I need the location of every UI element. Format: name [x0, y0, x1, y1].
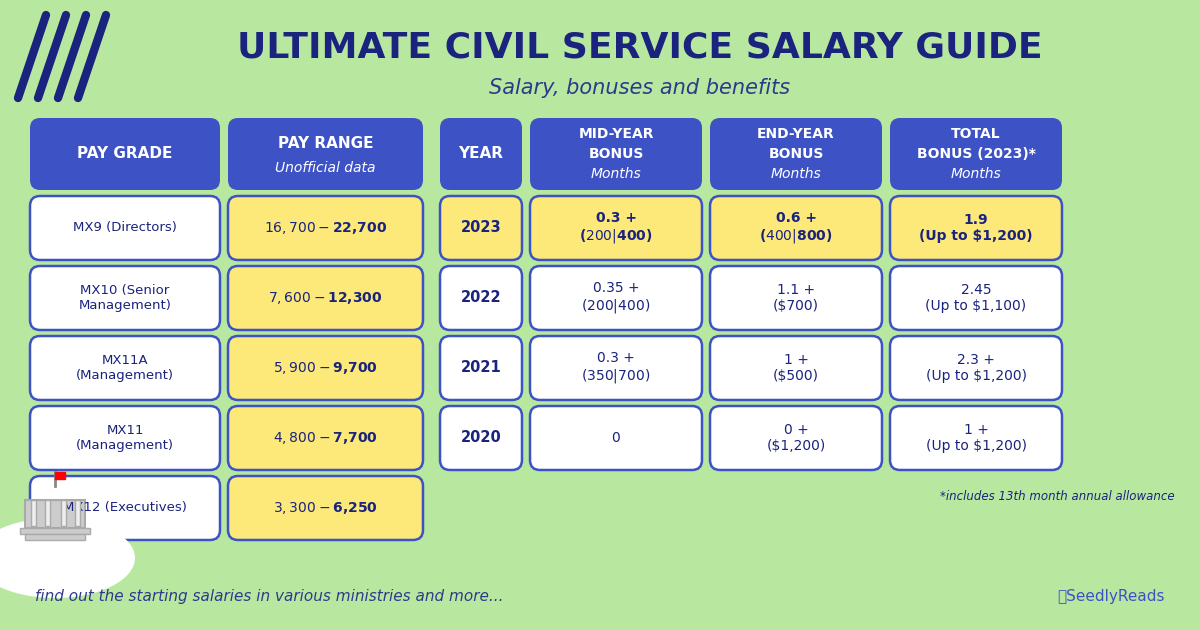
Text: MX9 (Directors): MX9 (Directors) — [73, 222, 176, 234]
Bar — [60, 500, 66, 526]
Text: *includes 13th month annual allowance: *includes 13th month annual allowance — [941, 490, 1175, 503]
Ellipse shape — [0, 518, 134, 598]
Text: 0.6 +
($400|$800): 0.6 + ($400|$800) — [760, 211, 833, 245]
Text: MX12 (Executives): MX12 (Executives) — [64, 501, 187, 515]
Bar — [55, 472, 65, 479]
FancyBboxPatch shape — [710, 196, 882, 260]
Text: $4,800 - $7,700: $4,800 - $7,700 — [274, 430, 378, 446]
Text: 0.3 +
($200|$400): 0.3 + ($200|$400) — [580, 211, 653, 245]
FancyBboxPatch shape — [440, 118, 522, 190]
Text: END-YEAR: END-YEAR — [757, 127, 835, 141]
FancyBboxPatch shape — [890, 266, 1062, 330]
Text: $16,700 - $22,700: $16,700 - $22,700 — [264, 220, 388, 236]
Text: $3,300 - $6,250: $3,300 - $6,250 — [274, 500, 378, 516]
FancyBboxPatch shape — [890, 406, 1062, 470]
Text: Months: Months — [950, 167, 1001, 181]
FancyBboxPatch shape — [440, 336, 522, 400]
FancyBboxPatch shape — [440, 406, 522, 470]
FancyBboxPatch shape — [530, 118, 702, 190]
FancyBboxPatch shape — [228, 406, 424, 470]
Text: 1 +
($500): 1 + ($500) — [773, 353, 818, 383]
Text: BONUS (2023)*: BONUS (2023)* — [917, 147, 1036, 161]
Text: 1.1 +
($700): 1.1 + ($700) — [773, 283, 818, 313]
FancyBboxPatch shape — [710, 336, 882, 400]
Text: $5,900 - $9,700: $5,900 - $9,700 — [274, 360, 378, 376]
Text: Months: Months — [770, 167, 821, 181]
FancyBboxPatch shape — [440, 196, 522, 260]
Bar — [74, 500, 79, 526]
Text: 1 +
(Up to $1,200): 1 + (Up to $1,200) — [925, 423, 1026, 453]
FancyBboxPatch shape — [30, 336, 220, 400]
Text: TOTAL: TOTAL — [952, 127, 1001, 141]
Text: PAY GRADE: PAY GRADE — [77, 147, 173, 161]
FancyBboxPatch shape — [530, 266, 702, 330]
Text: 2020: 2020 — [461, 430, 502, 445]
FancyBboxPatch shape — [228, 476, 424, 540]
Text: 0 +
($1,200): 0 + ($1,200) — [767, 423, 826, 453]
FancyBboxPatch shape — [440, 266, 522, 330]
Bar — [44, 500, 49, 526]
Bar — [25, 500, 85, 528]
FancyBboxPatch shape — [30, 118, 220, 190]
FancyBboxPatch shape — [30, 196, 220, 260]
Text: find out the starting salaries in various ministries and more...: find out the starting salaries in variou… — [35, 588, 504, 604]
Text: 1.9
(Up to $1,200): 1.9 (Up to $1,200) — [919, 213, 1033, 243]
FancyBboxPatch shape — [710, 406, 882, 470]
FancyBboxPatch shape — [530, 406, 702, 470]
Text: YEAR: YEAR — [458, 147, 504, 161]
Text: PAY RANGE: PAY RANGE — [277, 137, 373, 151]
Bar — [25, 534, 85, 540]
Text: Unofficial data: Unofficial data — [275, 161, 376, 175]
FancyBboxPatch shape — [530, 336, 702, 400]
Text: MX11A
(Management): MX11A (Management) — [76, 354, 174, 382]
FancyBboxPatch shape — [30, 476, 220, 540]
Text: 0: 0 — [612, 431, 620, 445]
Text: ULTIMATE CIVIL SERVICE SALARY GUIDE: ULTIMATE CIVIL SERVICE SALARY GUIDE — [238, 31, 1043, 65]
Text: Months: Months — [590, 167, 641, 181]
FancyBboxPatch shape — [228, 336, 424, 400]
Text: 🌿SeedlyReads: 🌿SeedlyReads — [1057, 588, 1165, 604]
Text: MID-YEAR: MID-YEAR — [578, 127, 654, 141]
FancyBboxPatch shape — [30, 266, 220, 330]
Text: MX10 (Senior
Management): MX10 (Senior Management) — [78, 284, 172, 312]
FancyBboxPatch shape — [228, 118, 424, 190]
Text: 2021: 2021 — [461, 360, 502, 375]
Bar — [30, 500, 36, 526]
Bar — [20, 528, 90, 534]
FancyBboxPatch shape — [530, 196, 702, 260]
FancyBboxPatch shape — [30, 406, 220, 470]
Text: 0.3 +
($350|$700): 0.3 + ($350|$700) — [581, 351, 650, 386]
FancyBboxPatch shape — [228, 196, 424, 260]
FancyBboxPatch shape — [890, 196, 1062, 260]
Text: 2022: 2022 — [461, 290, 502, 306]
Text: 2023: 2023 — [461, 220, 502, 236]
Text: MX11
(Management): MX11 (Management) — [76, 424, 174, 452]
Text: BONUS: BONUS — [588, 147, 643, 161]
Text: $7,600 - $12,300: $7,600 - $12,300 — [269, 290, 383, 306]
FancyBboxPatch shape — [710, 118, 882, 190]
Text: 2.3 +
(Up to $1,200): 2.3 + (Up to $1,200) — [925, 353, 1026, 383]
Text: 2.45
(Up to $1,100): 2.45 (Up to $1,100) — [925, 283, 1026, 313]
FancyBboxPatch shape — [228, 266, 424, 330]
FancyBboxPatch shape — [890, 336, 1062, 400]
Text: BONUS: BONUS — [768, 147, 823, 161]
Text: Salary, bonuses and benefits: Salary, bonuses and benefits — [490, 78, 791, 98]
FancyBboxPatch shape — [710, 266, 882, 330]
FancyBboxPatch shape — [890, 118, 1062, 190]
Text: 0.35 +
($200|$400): 0.35 + ($200|$400) — [581, 281, 650, 315]
